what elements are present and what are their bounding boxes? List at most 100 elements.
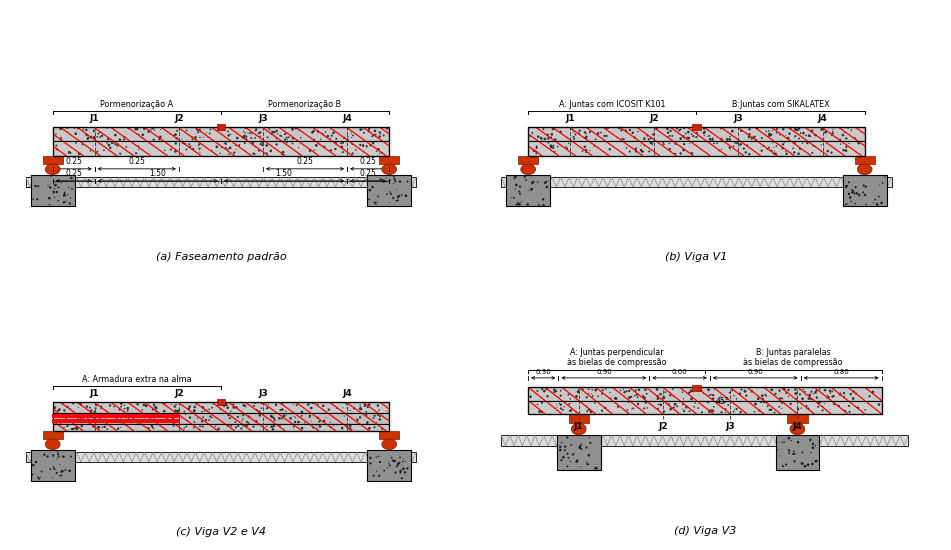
Point xyxy=(345,149,360,158)
Point xyxy=(858,191,873,200)
Point xyxy=(539,392,554,401)
Bar xyxy=(26,452,417,462)
Point xyxy=(50,196,66,205)
Point xyxy=(631,386,647,394)
Point xyxy=(629,144,644,153)
Point xyxy=(386,179,401,188)
Point xyxy=(736,144,751,153)
Point xyxy=(344,133,359,142)
Point xyxy=(119,417,134,426)
Point xyxy=(563,406,578,415)
Point xyxy=(579,458,594,467)
Point xyxy=(729,405,745,414)
Point xyxy=(381,198,397,207)
Point xyxy=(673,149,689,158)
Point xyxy=(75,140,90,149)
Point xyxy=(171,406,186,415)
Point xyxy=(387,174,402,183)
Point xyxy=(192,126,207,135)
Point xyxy=(745,387,760,396)
Point xyxy=(395,191,410,200)
Point xyxy=(847,199,863,208)
Point xyxy=(655,394,670,403)
Point xyxy=(637,141,652,150)
Point xyxy=(791,149,806,158)
Point xyxy=(107,131,123,140)
Point xyxy=(190,128,205,136)
Point xyxy=(859,200,874,209)
Point xyxy=(294,411,309,420)
Point xyxy=(274,414,289,423)
Point xyxy=(280,135,295,144)
Point xyxy=(754,391,769,400)
Point xyxy=(33,472,49,481)
Point xyxy=(167,406,183,415)
Text: B:Juntas com SIKALATEX: B:Juntas com SIKALATEX xyxy=(731,100,829,108)
Point xyxy=(696,389,711,398)
Point xyxy=(675,132,690,141)
Point xyxy=(353,404,368,413)
Point xyxy=(837,128,852,136)
Point xyxy=(511,187,526,196)
Point xyxy=(811,399,826,408)
Point xyxy=(285,134,301,142)
Point xyxy=(765,126,780,135)
Point xyxy=(797,462,812,471)
Point xyxy=(810,403,825,411)
Point xyxy=(786,449,801,458)
Point xyxy=(137,124,152,133)
Point xyxy=(783,399,798,408)
Point xyxy=(276,411,291,420)
Point xyxy=(805,389,821,398)
Point xyxy=(248,417,263,426)
Point xyxy=(706,407,721,416)
Point xyxy=(238,146,253,155)
Point xyxy=(684,130,699,139)
Point xyxy=(628,386,643,395)
Point xyxy=(236,133,251,142)
Point xyxy=(372,415,387,424)
Circle shape xyxy=(572,423,586,435)
Point xyxy=(178,139,193,148)
Point xyxy=(139,402,154,410)
Point xyxy=(51,452,67,461)
Point xyxy=(377,177,392,186)
Point xyxy=(66,425,81,433)
Point xyxy=(741,133,756,141)
Point xyxy=(509,180,524,189)
Point xyxy=(795,459,810,468)
Point xyxy=(725,126,740,135)
Point xyxy=(322,418,338,427)
Point xyxy=(388,468,403,477)
Point xyxy=(703,407,718,416)
Point xyxy=(202,405,217,414)
Point xyxy=(94,131,109,140)
Point xyxy=(787,125,803,134)
Point xyxy=(567,135,582,144)
Point xyxy=(51,405,67,414)
Point xyxy=(107,402,122,411)
Point xyxy=(69,425,85,433)
Point xyxy=(644,139,659,147)
Point xyxy=(264,127,280,136)
Point xyxy=(221,127,236,136)
Point xyxy=(237,401,252,410)
Point xyxy=(40,181,55,190)
Point xyxy=(781,386,796,394)
Point xyxy=(582,433,597,442)
Point xyxy=(391,460,406,469)
Point xyxy=(725,386,740,395)
Point xyxy=(270,130,285,139)
Point xyxy=(842,384,857,393)
Point xyxy=(53,471,68,480)
Point xyxy=(67,424,82,433)
Text: 0.60: 0.60 xyxy=(671,369,688,375)
Point xyxy=(779,460,794,469)
Point xyxy=(373,175,388,184)
Point xyxy=(42,194,57,202)
Point xyxy=(335,148,350,157)
Point xyxy=(376,131,391,140)
Point xyxy=(696,124,711,133)
Point xyxy=(253,140,268,148)
Point xyxy=(836,146,851,155)
